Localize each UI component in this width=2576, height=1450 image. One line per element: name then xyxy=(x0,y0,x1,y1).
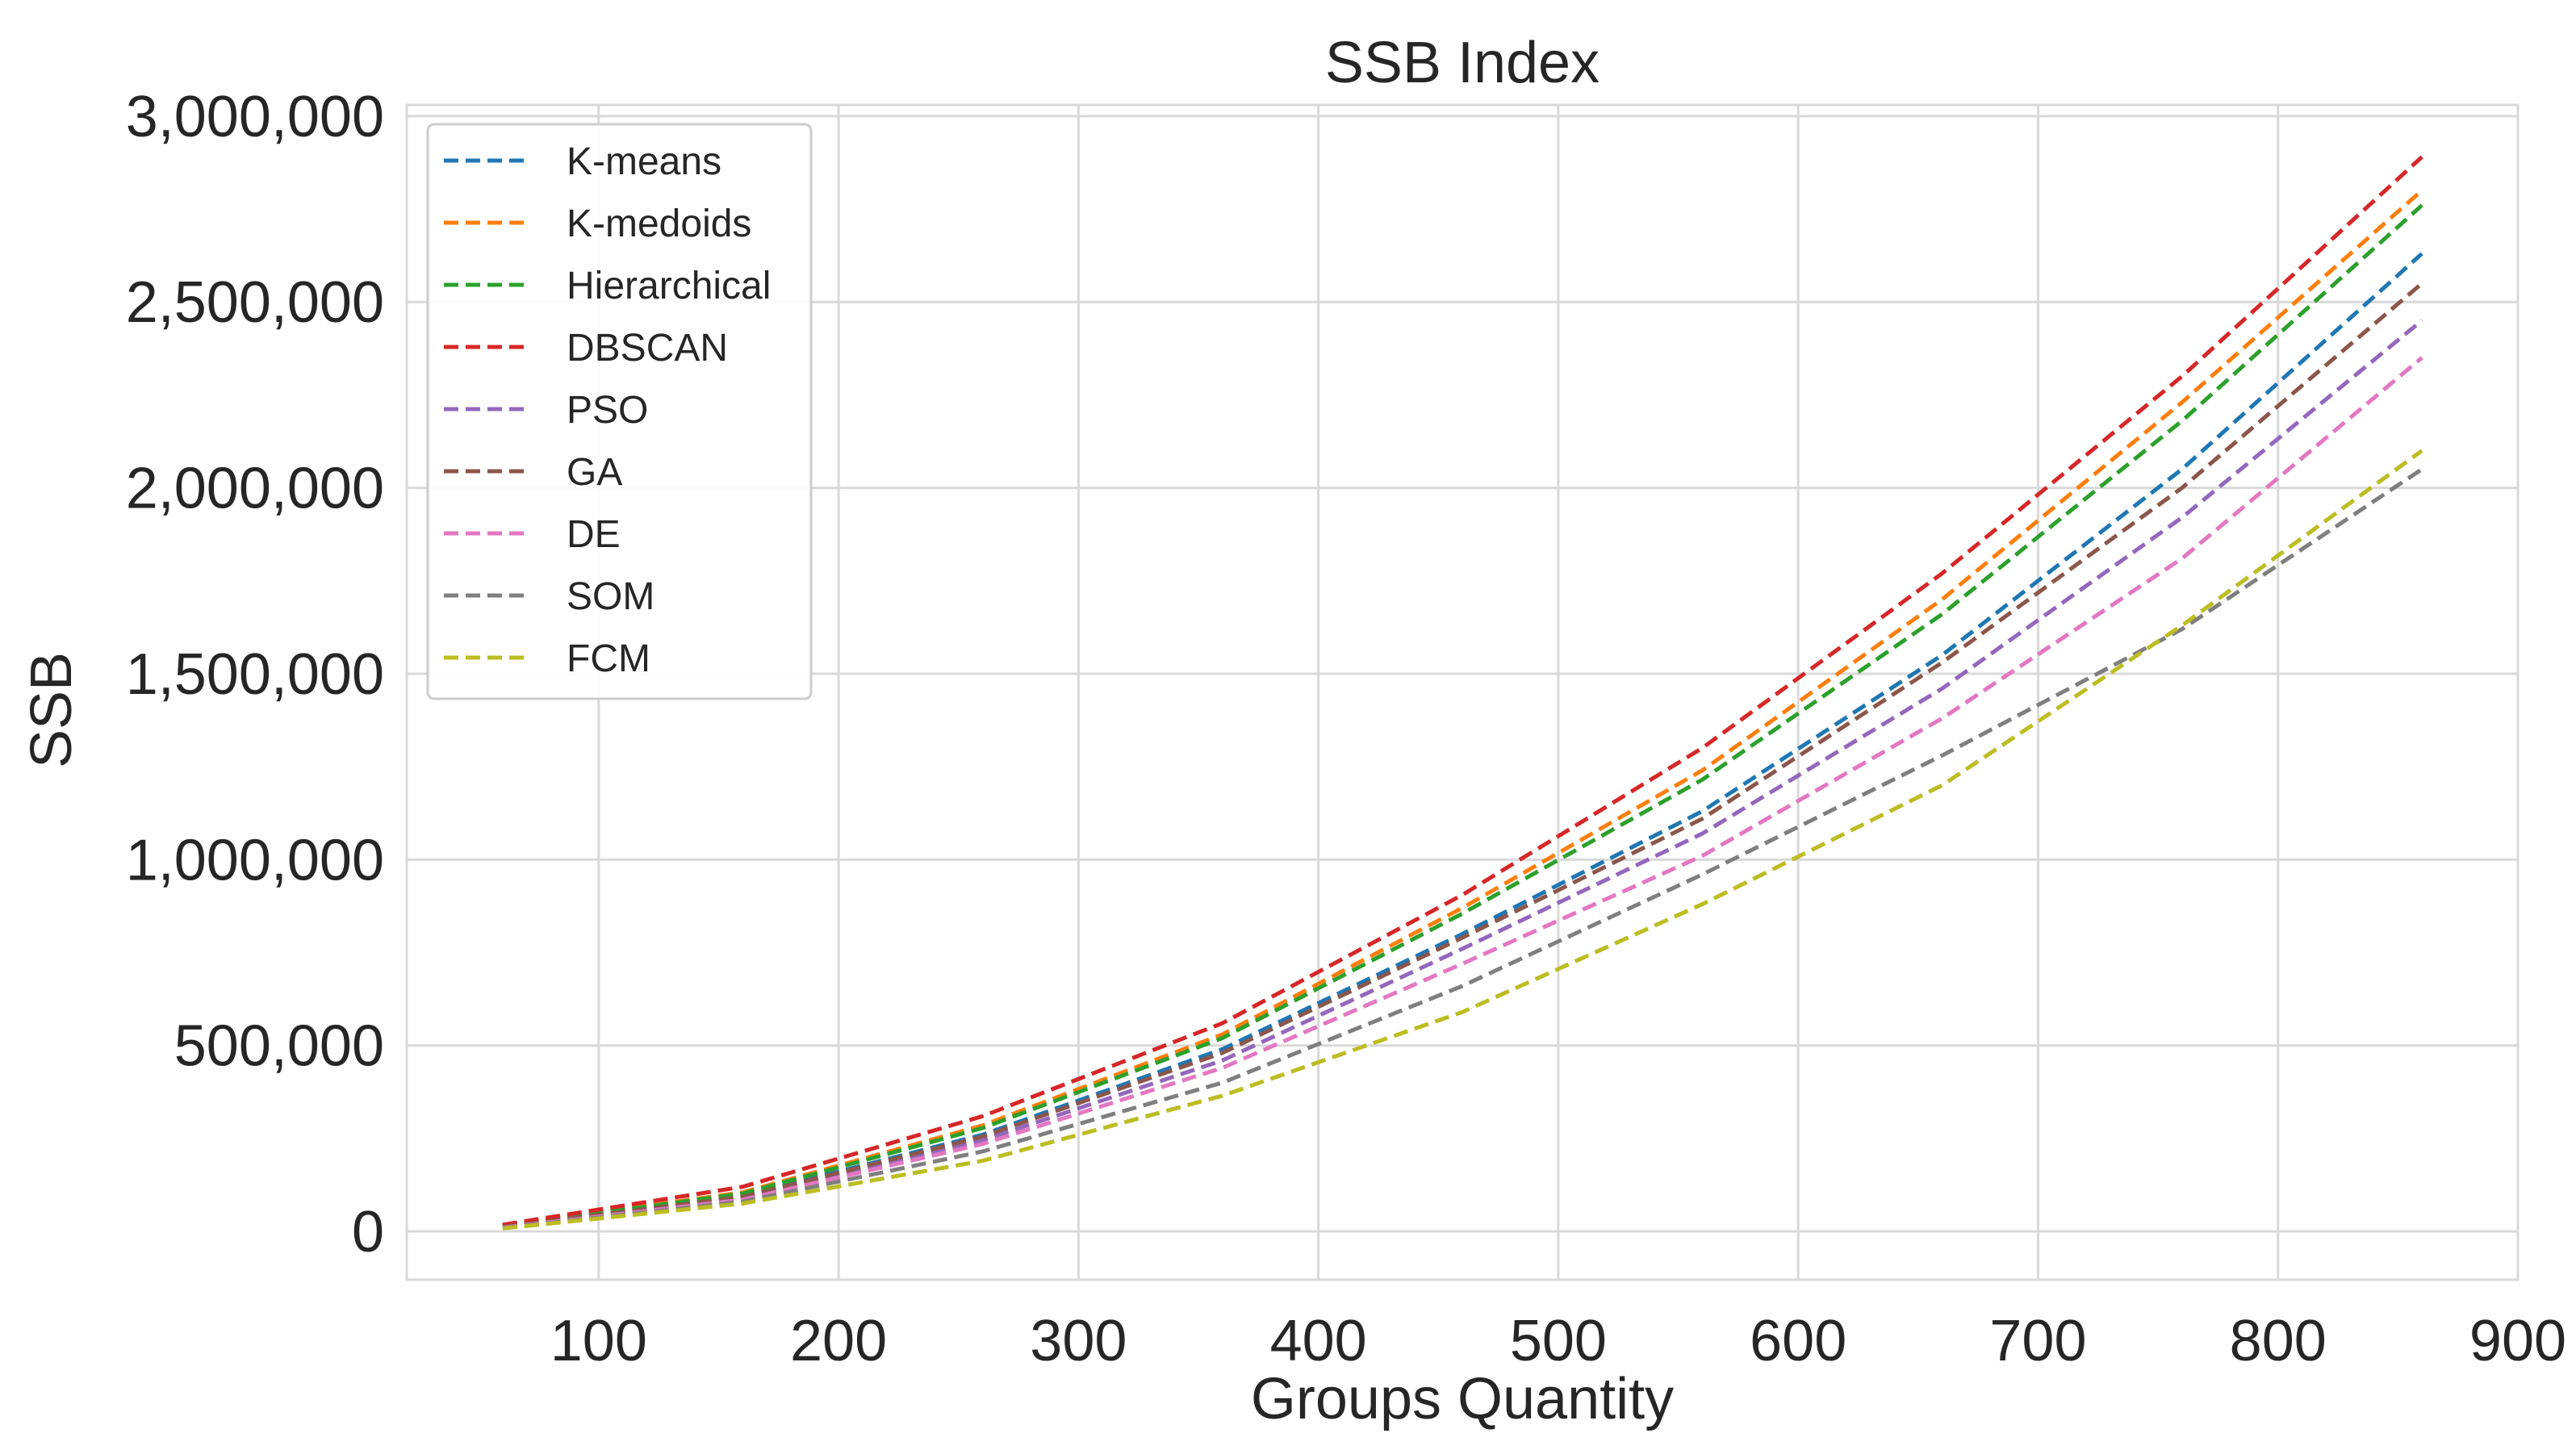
x-tick-labels: 100 200 300 400 500 600 700 800 900 xyxy=(550,1309,2566,1373)
legend-label: DE xyxy=(567,513,621,556)
legend-label: PSO xyxy=(567,389,648,432)
y-tick-label: 3,000,000 xyxy=(126,85,384,149)
x-tick-label: 600 xyxy=(1750,1309,1846,1373)
x-tick-label: 400 xyxy=(1270,1309,1367,1373)
x-tick-label: 900 xyxy=(2469,1309,2566,1373)
x-tick-label: 800 xyxy=(2230,1309,2327,1373)
legend-label: K-medoids xyxy=(567,203,751,245)
y-axis-label: SSB xyxy=(19,652,84,768)
y-tick-label: 1,500,000 xyxy=(126,642,384,707)
x-tick-label: 200 xyxy=(790,1309,887,1373)
x-tick-label: 500 xyxy=(1510,1309,1607,1373)
y-tick-label: 2,500,000 xyxy=(126,270,384,335)
y-tick-label: 0 xyxy=(352,1200,384,1264)
x-tick-label: 100 xyxy=(550,1309,647,1373)
y-tick-label: 1,000,000 xyxy=(126,828,384,892)
legend-label: DBSCAN xyxy=(567,327,728,370)
chart: 100 200 300 400 500 600 700 800 900 0 500,000 1,00… xyxy=(0,0,2576,1450)
y-tick-label: 500,000 xyxy=(174,1014,384,1079)
legend-label: K-means xyxy=(567,140,721,183)
x-tick-label: 300 xyxy=(1030,1309,1127,1373)
x-tick-label: 700 xyxy=(1989,1309,2086,1373)
legend: K-means K-medoids Hierarchical DBSCAN PSO GA D… xyxy=(428,124,811,699)
legend-label: SOM xyxy=(567,575,654,618)
y-tick-label: 2,000,000 xyxy=(126,457,384,521)
x-axis-label: Groups Quantity xyxy=(1251,1367,1674,1431)
chart-title: SSB Index xyxy=(1325,31,1600,95)
legend-label: FCM xyxy=(567,637,650,680)
legend-label: GA xyxy=(567,451,622,494)
legend-label: Hierarchical xyxy=(567,265,771,307)
